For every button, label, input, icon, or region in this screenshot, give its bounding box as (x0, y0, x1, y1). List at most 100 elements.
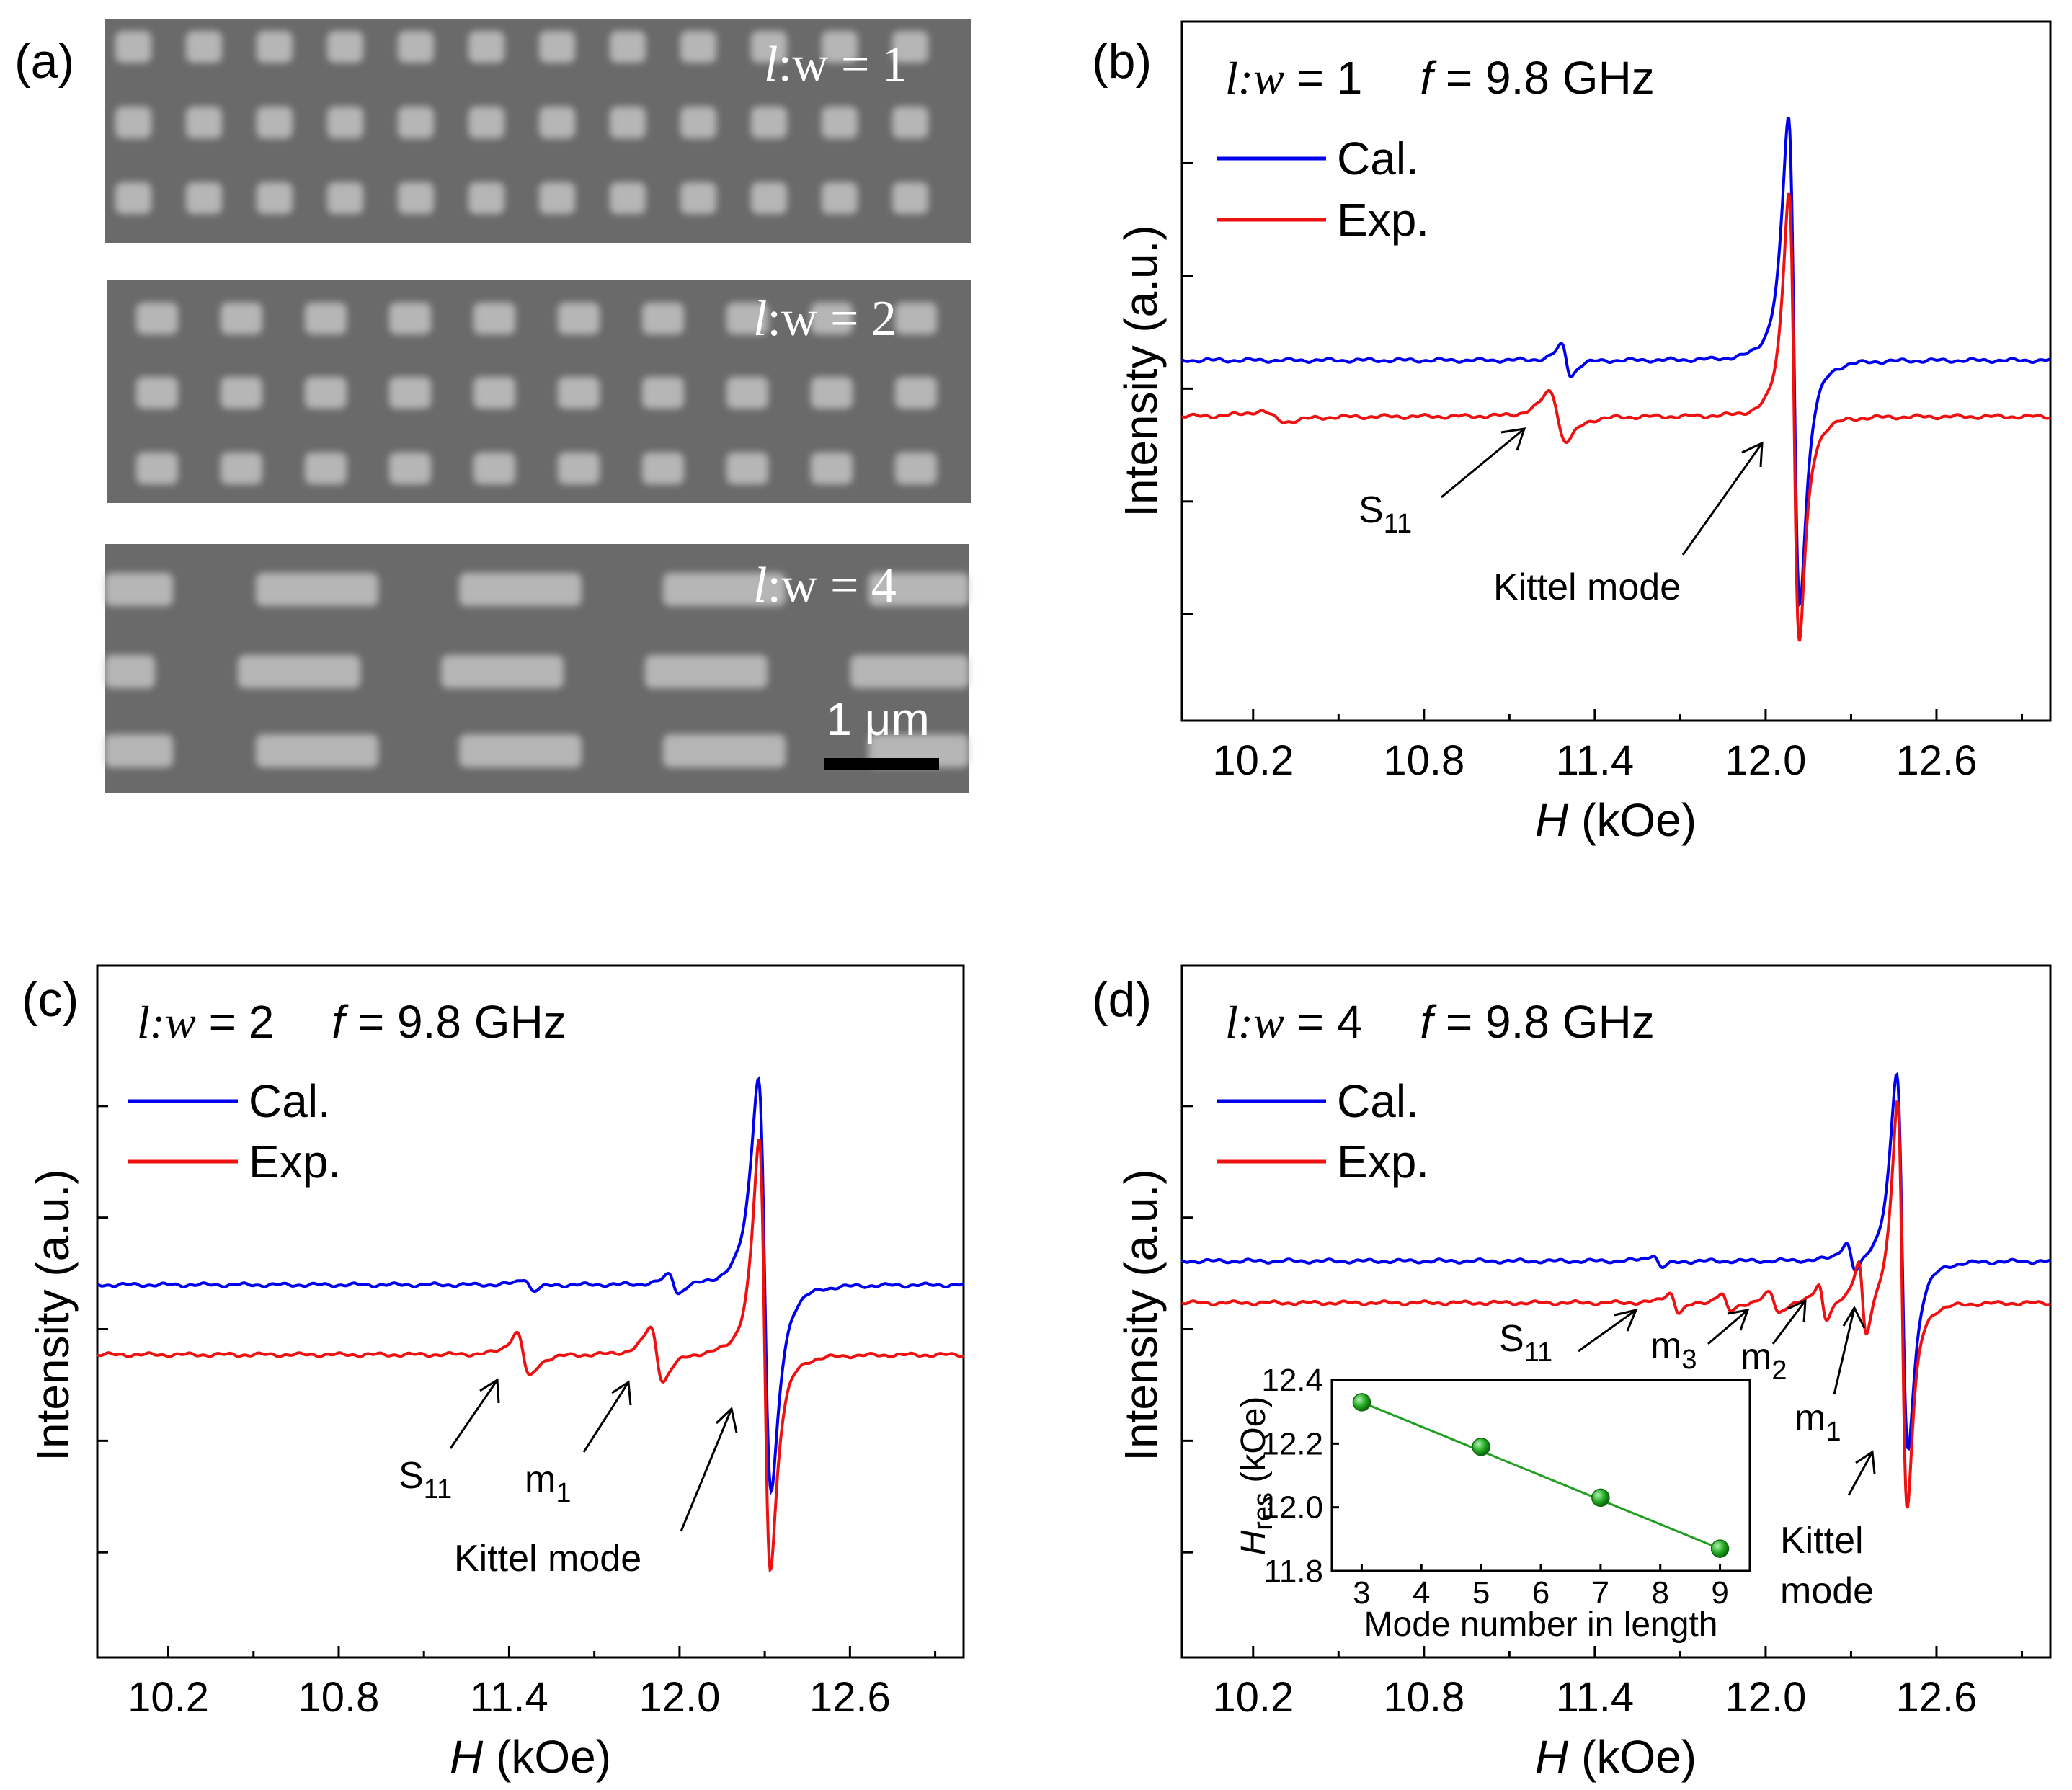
sem-feature (468, 182, 504, 214)
inset-data-point (1472, 1438, 1490, 1456)
panel-label-c: (c) (22, 972, 79, 1027)
sem-feature (105, 734, 173, 767)
sem-feature (663, 573, 786, 606)
x-tick-label: 10.8 (298, 1674, 380, 1721)
sem-feature (136, 303, 178, 334)
sem-feature (751, 31, 787, 63)
sem-feature (895, 303, 937, 334)
xlabel-b: H (kOe) (1535, 794, 1697, 846)
annotation-s11-c: S11 (399, 1378, 500, 1505)
sem-feature (186, 31, 222, 63)
svg-text:m3: m3 (1650, 1325, 1697, 1375)
inset-chart: 3 4 5 6 7 8 9 11.8 12.0 12.2 12.4 Hres (kOe) Mode … (1235, 1363, 1751, 1644)
svg-text:Kittel mode: Kittel mode (1493, 566, 1681, 608)
sem-feature (539, 31, 575, 63)
sem-feature (895, 377, 937, 409)
annotation-s11-d: S11 (1499, 1308, 1638, 1368)
panel-label-a: (a) (14, 34, 74, 89)
sem-feature (459, 573, 582, 606)
x-tick-label: 12.0 (1725, 737, 1806, 784)
sem-feature (459, 734, 582, 767)
plot-c: 10.2 10.8 11.4 12.0 12.6 (96, 1076, 964, 1721)
inset-y-tick-label: 11.8 (1264, 1554, 1323, 1589)
legend-cal-label-d: Cal. (1337, 1075, 1419, 1127)
annotation-m1-d: m1 (1795, 1305, 1866, 1447)
sem-image-1: l:w = 1 (105, 19, 971, 243)
svg-text:m2: m2 (1740, 1336, 1787, 1386)
sem-feature (305, 453, 347, 484)
sem-feature (305, 303, 347, 334)
panel-label-d: (d) (1092, 972, 1152, 1027)
sem-feature (539, 107, 575, 138)
inset-data-point (1591, 1488, 1610, 1508)
x-tick-label: 10.2 (1212, 1674, 1294, 1721)
sem-feature (642, 303, 684, 334)
sem-feature (327, 31, 363, 63)
annotation-kittel-d: Kittel mode (1780, 1450, 1876, 1612)
legend-exp-label-b: Exp. (1337, 194, 1429, 246)
sem-feature (115, 182, 151, 214)
sem-image-2-features (136, 303, 937, 484)
sem-feature (811, 453, 853, 484)
sem-image-2: l:w = 2 (107, 280, 971, 503)
sem-feature (642, 377, 684, 409)
sem-feature (256, 573, 378, 606)
svg-text:Kittel: Kittel (1780, 1520, 1864, 1562)
scale-bar-label: 1 μm (826, 693, 930, 745)
sem-feature (257, 31, 293, 63)
sem-feature (663, 734, 786, 767)
sem-feature (473, 453, 515, 484)
inset-data-point (1710, 1539, 1730, 1558)
sem-feature (558, 303, 600, 334)
inset-y-tick-label: 12.2 (1261, 1426, 1323, 1461)
inset-x-tick-label: 8 (1651, 1575, 1668, 1611)
sem-feature (221, 453, 262, 484)
inset-y-tick-label: 12.4 (1261, 1363, 1323, 1398)
svg-text:S11: S11 (1499, 1318, 1552, 1368)
series-line-exp (1181, 1100, 2051, 1509)
sem-feature (305, 377, 347, 409)
sem-feature (726, 377, 768, 409)
sem-feature (610, 182, 646, 214)
inset-y-tick-label: 12.0 (1261, 1490, 1323, 1526)
sem-feature (610, 31, 646, 63)
legend-cal-label-c: Cal. (249, 1075, 331, 1127)
sem-feature (610, 107, 646, 138)
sem-feature (642, 453, 684, 484)
x-tick-label: 10.2 (128, 1674, 209, 1721)
sem-feature (680, 31, 716, 63)
annotation-kittel-c: Kittel mode (454, 1407, 738, 1580)
svg-text:S11: S11 (399, 1455, 452, 1505)
ylabel-b: Intensity (a.u.) (1115, 225, 1167, 517)
annotation-s11-b: S11 (1359, 427, 1526, 539)
svg-text:Kittel mode: Kittel mode (454, 1538, 641, 1580)
sem-feature (398, 107, 434, 138)
sem-feature (221, 303, 262, 334)
sem-feature (822, 182, 858, 214)
xlabel-d: H (kOe) (1535, 1731, 1697, 1783)
sem-feature (327, 182, 363, 214)
sem-feature (257, 107, 293, 138)
panel-a: (a) l:w = 1 l:w = 2 l:w = 4 1 μm (14, 19, 971, 793)
sem-feature (186, 182, 222, 214)
sem-image-2-label: l:w = 2 (753, 291, 897, 347)
inset-x-tick-label: 3 (1353, 1575, 1370, 1611)
annotation-kittel-b: Kittel mode (1493, 441, 1764, 608)
sem-feature (105, 573, 173, 606)
inset-x-tick-label: 7 (1592, 1575, 1609, 1611)
sem-feature (751, 107, 787, 138)
sem-feature (186, 107, 222, 138)
sem-feature (468, 107, 504, 138)
sem-feature (868, 573, 969, 606)
sem-feature (136, 453, 178, 484)
xlabel-c: H (kOe) (450, 1731, 611, 1783)
inset-x-tick-label: 6 (1532, 1575, 1549, 1611)
sem-feature (441, 655, 564, 688)
scale-bar (824, 758, 939, 770)
series-line-cal (1180, 1072, 2051, 1451)
sem-image-3: l:w = 4 1 μm (105, 544, 969, 793)
